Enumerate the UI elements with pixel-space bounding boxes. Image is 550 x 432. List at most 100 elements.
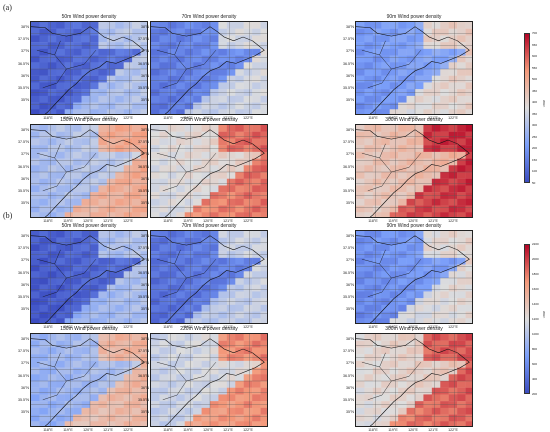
density-cell <box>431 244 441 252</box>
density-cell <box>140 381 147 388</box>
density-cell <box>448 185 458 193</box>
density-cell <box>123 82 133 90</box>
density-cell <box>98 311 108 319</box>
density-cell <box>81 205 91 213</box>
density-cell <box>140 185 147 193</box>
density-cell <box>106 158 116 166</box>
density-cell <box>47 82 57 90</box>
density-cell <box>465 291 472 299</box>
density-cell <box>176 205 185 213</box>
density-cell <box>406 231 416 238</box>
density-cell <box>184 151 194 159</box>
density-cell <box>389 347 399 355</box>
density-cell <box>243 381 253 388</box>
density-cell <box>123 340 133 348</box>
density-cell <box>381 414 390 422</box>
density-cell <box>389 278 399 285</box>
density-cell <box>167 244 177 252</box>
density-cell <box>364 318 374 323</box>
density-cell <box>465 185 472 193</box>
density-cell <box>184 311 194 319</box>
coastline <box>356 26 470 114</box>
density-cell <box>159 158 169 166</box>
density-cell <box>457 185 466 193</box>
density-cell <box>39 381 49 388</box>
density-cell <box>457 165 466 173</box>
density-cell <box>47 48 57 56</box>
density-cell <box>457 334 466 341</box>
density-cell <box>210 407 219 415</box>
density-cell <box>372 28 382 36</box>
density-cell <box>210 75 219 83</box>
density-cell <box>398 151 407 159</box>
density-cell <box>252 131 261 139</box>
density-cell <box>106 82 116 90</box>
density-cell <box>56 102 65 110</box>
density-cell <box>423 62 433 70</box>
density-cell <box>98 360 108 368</box>
density-cell <box>226 367 236 375</box>
density-cell <box>106 264 116 272</box>
density-cell <box>56 257 65 265</box>
density-cell <box>115 151 124 159</box>
density-cell <box>364 198 374 206</box>
density-cell <box>423 82 433 90</box>
density-cell <box>176 360 185 368</box>
density-cell <box>406 334 416 341</box>
density-cell <box>372 205 382 213</box>
density-cell <box>159 340 169 348</box>
density-cell <box>260 198 267 206</box>
density-cell <box>184 381 194 388</box>
density-cell <box>106 271 116 279</box>
density-cell <box>123 22 133 29</box>
latitude-tick-label: 38°N <box>140 25 149 29</box>
latitude-tick-label: 36.5°N <box>17 61 29 66</box>
density-cell <box>226 284 236 292</box>
density-cell <box>56 367 65 375</box>
density-cell <box>389 102 399 110</box>
density-cell <box>140 284 147 292</box>
colorbar-tick-label: 400 <box>532 100 538 105</box>
density-cell <box>140 311 147 319</box>
density-cell <box>39 334 49 341</box>
map-title: 90m Wind power density <box>386 14 442 20</box>
density-cell <box>226 102 236 110</box>
density-cell <box>243 231 253 238</box>
density-cell <box>132 75 141 83</box>
density-cell <box>406 291 416 299</box>
density-cell <box>184 158 194 166</box>
density-cell <box>132 55 141 63</box>
density-cell <box>201 82 211 90</box>
density-cell <box>210 95 219 103</box>
density-cell <box>260 381 267 388</box>
density-cell <box>47 318 57 323</box>
density-cell <box>64 264 74 272</box>
density-cell <box>356 304 365 312</box>
longitude-tick-label: 119°E <box>388 325 398 329</box>
density-cell <box>81 244 91 252</box>
density-cell <box>226 237 236 245</box>
density-cell <box>132 151 141 159</box>
density-cell <box>151 407 160 415</box>
density-cell <box>176 304 185 312</box>
latitude-tick-label: 37°N <box>20 152 29 157</box>
longitude-tick-label: 119°E <box>388 219 398 223</box>
density-cell <box>132 367 141 375</box>
density-cell <box>448 198 458 206</box>
density-cell <box>218 318 228 323</box>
latitude-tick-label: 37°N <box>140 49 149 54</box>
density-cell <box>140 304 147 312</box>
density-cell <box>176 131 185 139</box>
density-cell <box>151 205 160 213</box>
density-cell <box>167 198 177 206</box>
density-cell <box>406 165 416 173</box>
density-cell <box>31 318 40 323</box>
density-cell <box>151 257 160 265</box>
density-cell <box>415 75 424 83</box>
density-cell <box>140 374 147 382</box>
density-cell <box>98 172 108 179</box>
density-cell <box>226 244 236 252</box>
density-cell <box>73 82 82 90</box>
density-cell <box>81 387 91 395</box>
latitude-tick-label: 36°N <box>20 176 29 181</box>
